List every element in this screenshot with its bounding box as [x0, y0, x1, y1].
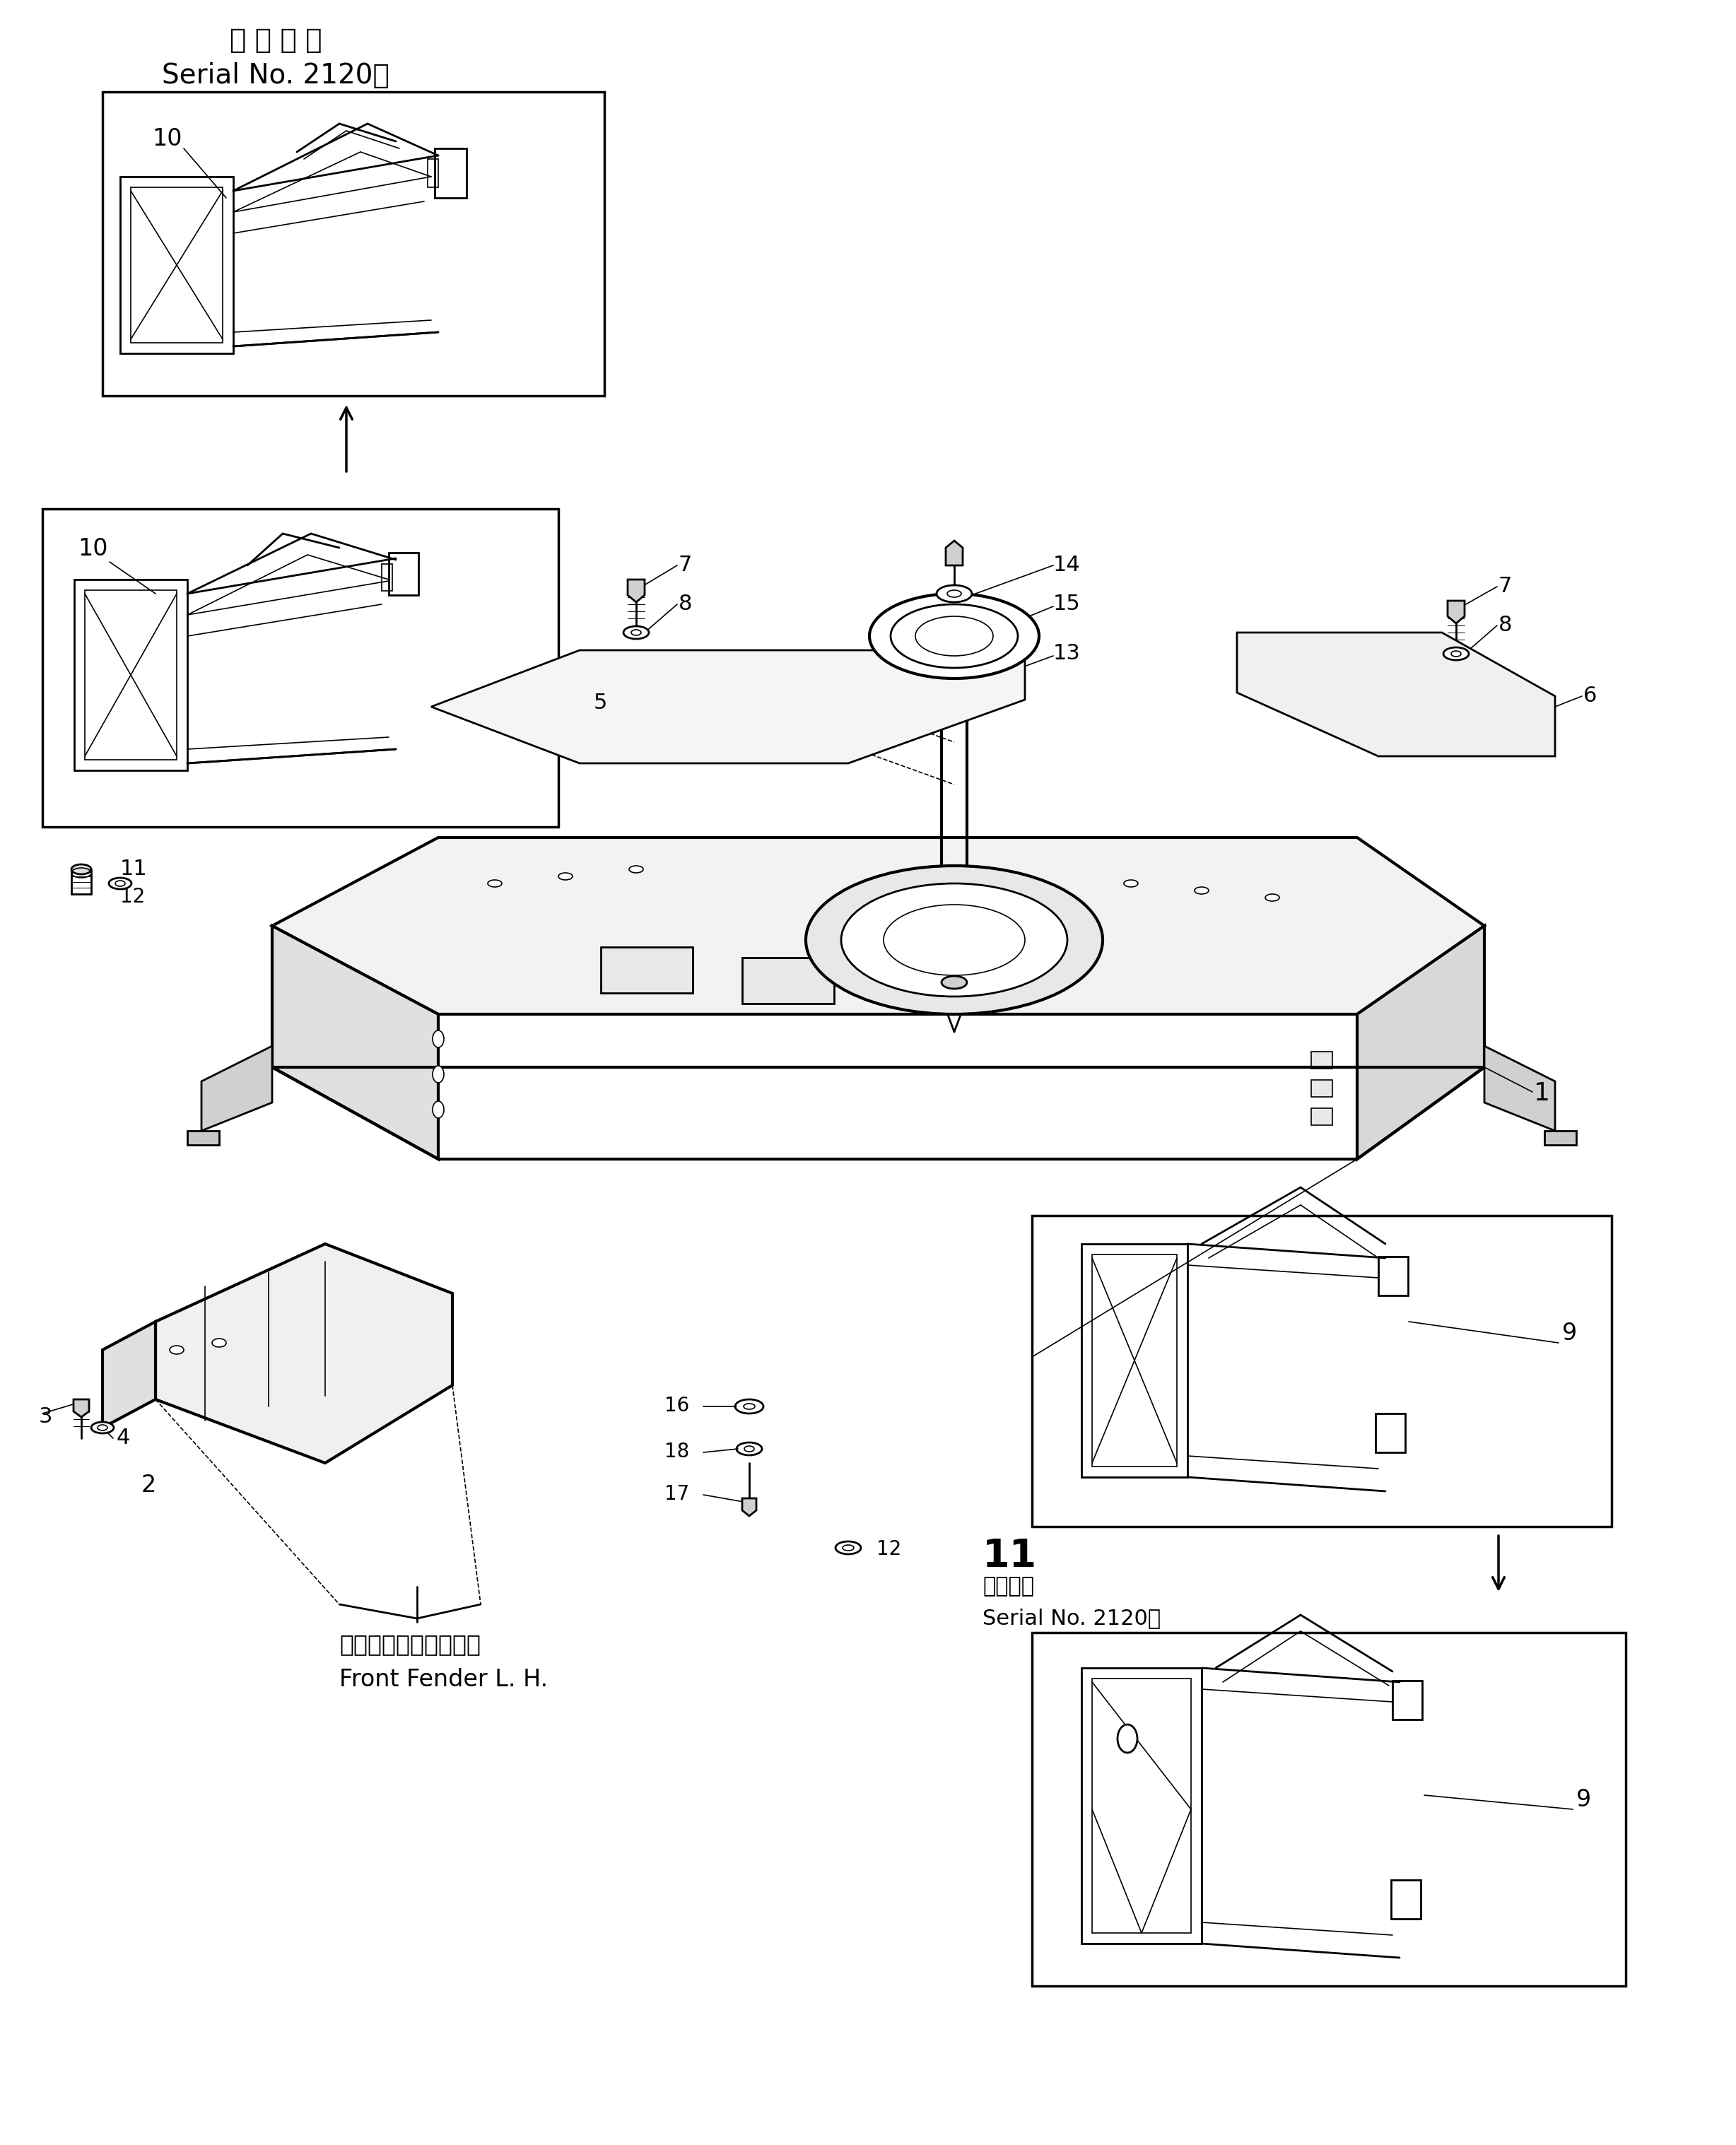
- Text: 8: 8: [679, 594, 693, 613]
- Ellipse shape: [870, 594, 1040, 678]
- Ellipse shape: [488, 879, 502, 888]
- Ellipse shape: [92, 1422, 115, 1433]
- Polygon shape: [201, 1047, 273, 1130]
- Ellipse shape: [941, 976, 967, 989]
- Bar: [1031, 1632, 1625, 1986]
- Ellipse shape: [628, 867, 644, 873]
- Text: 17: 17: [665, 1484, 689, 1504]
- Polygon shape: [946, 541, 963, 566]
- Ellipse shape: [632, 631, 641, 635]
- Ellipse shape: [432, 1066, 444, 1083]
- Polygon shape: [628, 579, 644, 603]
- Ellipse shape: [842, 1544, 854, 1551]
- Text: 10: 10: [153, 127, 182, 150]
- Bar: [743, 957, 833, 1004]
- Text: 5: 5: [594, 693, 608, 712]
- Polygon shape: [102, 1321, 156, 1429]
- Text: 11: 11: [120, 858, 148, 879]
- Ellipse shape: [1118, 1725, 1137, 1752]
- Ellipse shape: [1443, 648, 1469, 661]
- Polygon shape: [73, 1399, 89, 1418]
- Ellipse shape: [212, 1338, 226, 1347]
- Ellipse shape: [71, 864, 92, 875]
- Text: 13: 13: [1054, 644, 1082, 663]
- Bar: [1311, 1051, 1333, 1068]
- Polygon shape: [1545, 1130, 1576, 1145]
- Bar: [382, 564, 392, 590]
- Bar: [427, 159, 437, 187]
- Text: 8: 8: [1498, 616, 1512, 635]
- Polygon shape: [187, 1130, 219, 1145]
- Text: 7: 7: [679, 556, 693, 575]
- Ellipse shape: [948, 590, 962, 596]
- Polygon shape: [431, 650, 1024, 764]
- Text: 16: 16: [665, 1396, 689, 1416]
- Text: 15: 15: [1054, 594, 1080, 613]
- Ellipse shape: [623, 626, 649, 639]
- Ellipse shape: [1451, 650, 1462, 656]
- Text: 12: 12: [120, 888, 146, 907]
- Text: フロントフェンダ左側: フロントフェンダ左側: [339, 1632, 481, 1656]
- Bar: [1375, 1414, 1404, 1452]
- Bar: [42, 508, 559, 828]
- Polygon shape: [743, 1499, 757, 1517]
- Ellipse shape: [432, 1030, 444, 1047]
- Bar: [601, 948, 693, 993]
- Text: 10: 10: [78, 536, 108, 560]
- Bar: [1031, 1216, 1611, 1527]
- Ellipse shape: [1266, 894, 1279, 901]
- Polygon shape: [273, 927, 437, 1158]
- Ellipse shape: [559, 873, 573, 879]
- Bar: [1311, 1109, 1333, 1126]
- Text: 12: 12: [877, 1540, 901, 1559]
- Bar: [1391, 1879, 1420, 1920]
- Bar: [1321, 661, 1392, 716]
- Bar: [1311, 1079, 1333, 1096]
- Polygon shape: [273, 837, 1484, 1015]
- Bar: [102, 92, 604, 397]
- Text: 3: 3: [38, 1407, 52, 1426]
- Text: 9: 9: [1562, 1321, 1576, 1345]
- Ellipse shape: [835, 1542, 861, 1555]
- Text: Serial No. 2120～: Serial No. 2120～: [161, 62, 389, 90]
- Text: 14: 14: [1054, 556, 1080, 575]
- Text: 6: 6: [1583, 686, 1597, 706]
- Text: 7: 7: [1498, 577, 1512, 596]
- Bar: [1378, 1257, 1408, 1296]
- Ellipse shape: [806, 867, 1102, 1015]
- Text: 11: 11: [983, 1538, 1036, 1574]
- Bar: [1392, 1682, 1422, 1720]
- Text: 1: 1: [1535, 1081, 1550, 1105]
- Ellipse shape: [915, 616, 993, 656]
- Text: 2: 2: [141, 1474, 156, 1497]
- Polygon shape: [1448, 601, 1465, 624]
- Text: Front Fender L. H.: Front Fender L. H.: [339, 1669, 549, 1690]
- Ellipse shape: [936, 586, 972, 603]
- Ellipse shape: [432, 1100, 444, 1118]
- Bar: [434, 148, 467, 197]
- Ellipse shape: [97, 1424, 108, 1431]
- Text: 4: 4: [116, 1429, 130, 1448]
- Ellipse shape: [1194, 888, 1208, 894]
- Bar: [389, 553, 418, 594]
- Text: 適 用 号 機: 適 用 号 機: [229, 28, 321, 54]
- Polygon shape: [1484, 1047, 1555, 1130]
- Polygon shape: [1358, 927, 1484, 1158]
- Polygon shape: [156, 1244, 453, 1463]
- Ellipse shape: [842, 884, 1068, 997]
- Ellipse shape: [1123, 879, 1139, 888]
- Ellipse shape: [891, 605, 1017, 667]
- Ellipse shape: [884, 905, 1024, 976]
- Ellipse shape: [170, 1345, 184, 1353]
- Text: Serial No. 2120～: Serial No. 2120～: [983, 1609, 1161, 1628]
- Text: 18: 18: [665, 1441, 689, 1461]
- Text: 9: 9: [1576, 1789, 1592, 1810]
- Polygon shape: [1238, 633, 1555, 757]
- Text: 適用号機: 適用号機: [983, 1577, 1035, 1596]
